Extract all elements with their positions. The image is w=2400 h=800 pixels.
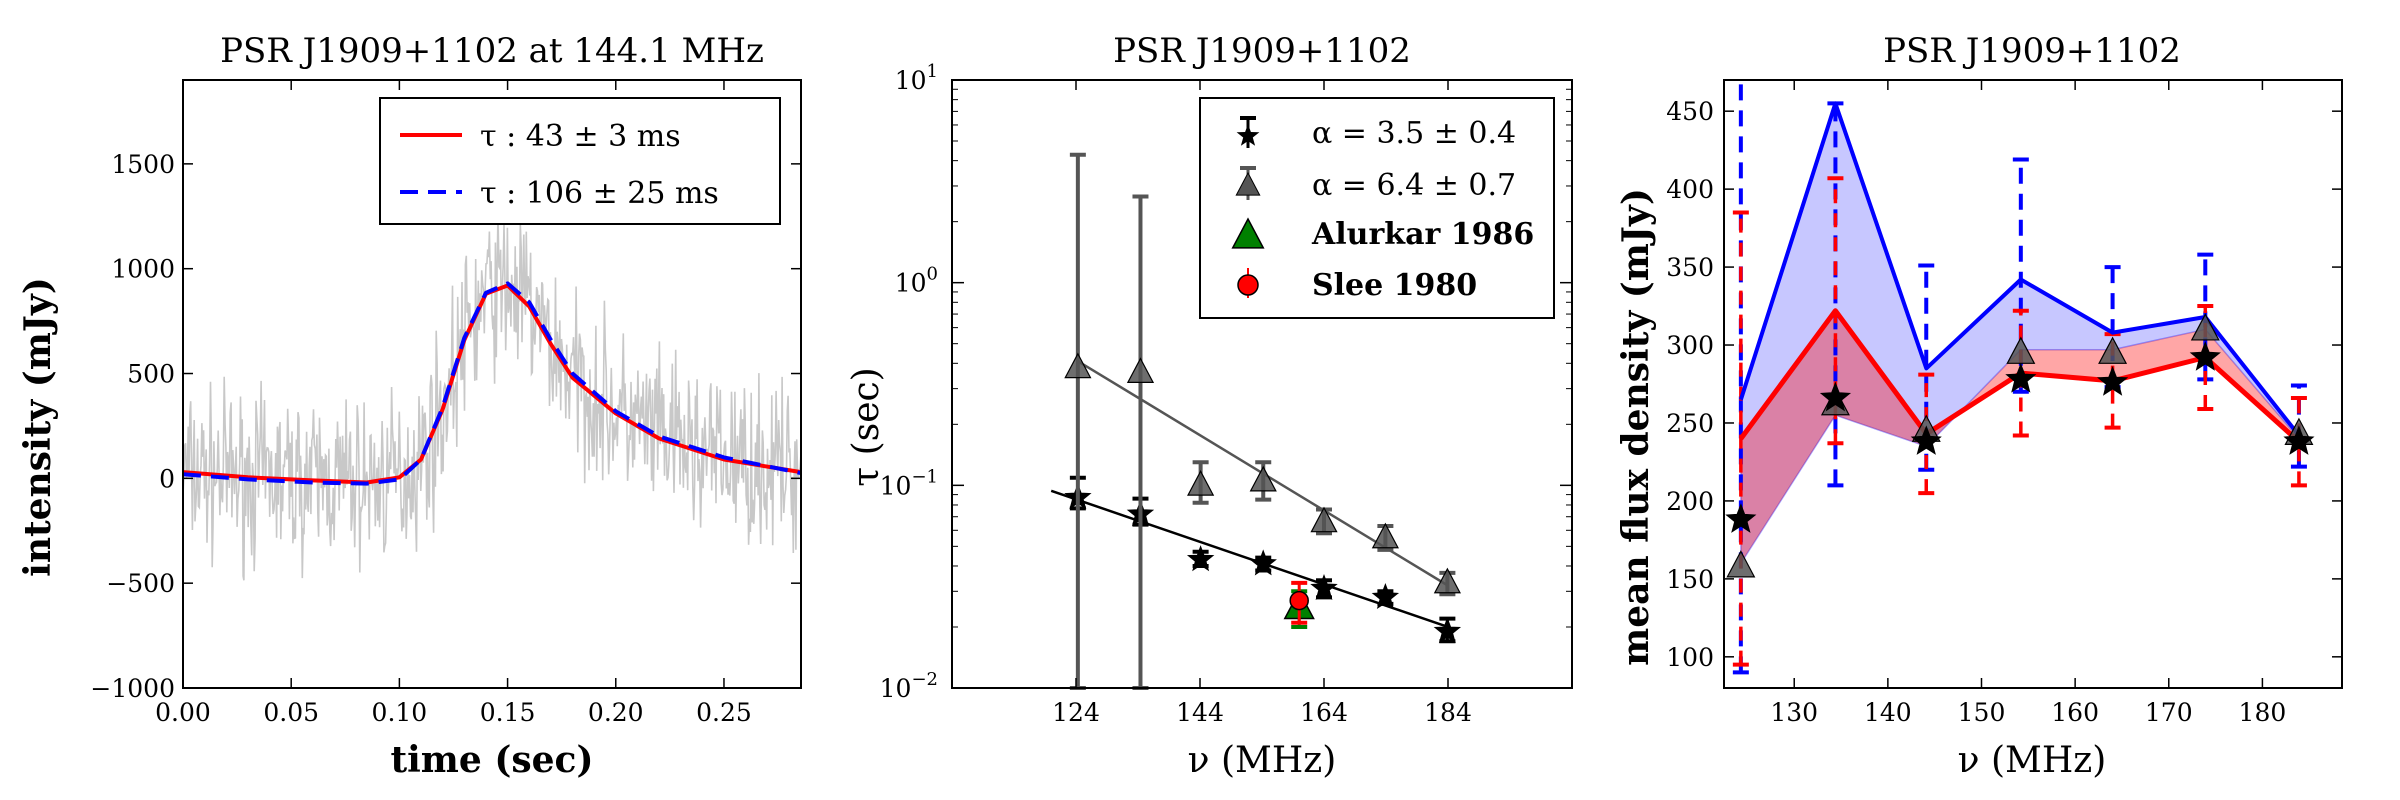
p3-point-star (2096, 366, 2129, 396)
p1-axes-frame (182, 79, 802, 689)
p2-fit-line-black (1050, 489, 1449, 629)
p1-ytick-label: 1000 (111, 255, 175, 284)
p1-title: PSR J1909+1102 at 144.1 MHz (220, 31, 764, 71)
p1-ytick-label: −1000 (90, 674, 175, 703)
p3-ytick-label: 350 (1666, 253, 1714, 282)
p2-xtick-label: 124 (1052, 698, 1100, 727)
panel-pulse-profile: PSR J1909+1102 at 144.1 MHz time (sec) i… (17, 31, 802, 781)
p2-legend-label-2: α = 6.4 ± 0.7 (1312, 168, 1516, 203)
p2-legend-swatch-star (1236, 124, 1260, 146)
p2-point-star (1310, 573, 1338, 601)
p2-point-triangle (1126, 357, 1155, 383)
p1-legend-box (379, 97, 781, 225)
p1-ytick-label: 500 (127, 360, 175, 389)
p2-point-triangle (1310, 506, 1338, 533)
p2-point-star (1249, 549, 1277, 576)
p1-ytick-label: 0 (159, 464, 175, 493)
p2-legend-box (1199, 97, 1555, 319)
p3-point-star (1819, 381, 1852, 412)
p1-xtick-label: 0.25 (696, 698, 752, 727)
p2-point-triangle (1187, 470, 1215, 496)
p2-ticks: 124 144 164 184 10−2 10−1 100 101 (880, 61, 1572, 727)
p3-xtick-label: 180 (2239, 698, 2287, 727)
panel-scattering-time: PSR J1909+1102 ν (MHz) τ (sec) 124 144 164… (846, 31, 1573, 781)
p2-point-slee (1289, 590, 1309, 611)
p3-point-triangle (2190, 313, 2220, 341)
p1-ticks: 0.00 0.05 0.10 0.15 0.20 0.25 −1000 −500 0 500 100… (90, 80, 801, 727)
p2-legend-swatch-triangle (1235, 171, 1261, 196)
p3-ytick-label: 400 (1666, 175, 1714, 204)
p1-data-line (182, 214, 802, 581)
p1-legend-label-2: τ : 106 ± 25 ms (480, 176, 719, 211)
p2-point-triangle (1064, 352, 1092, 379)
p1-ytick-label: 1500 (111, 150, 175, 179)
p2-legend-swatch-red (1237, 274, 1259, 296)
p1-xtick-label: 0.10 (372, 698, 428, 727)
p3-series-group (1725, 80, 2315, 675)
p3-xtick-label: 170 (2145, 698, 2193, 727)
p3-point-star (2005, 362, 2037, 393)
p3-point-star (1725, 503, 1757, 533)
p1-xtick-label: 0.05 (263, 698, 319, 727)
p3-ytick-label: 100 (1666, 643, 1714, 672)
p2-legend-label-3: Alurkar 1986 (1311, 217, 1534, 252)
p3-xtick-label: 160 (2051, 698, 2099, 727)
p1-xtick-label: 0.20 (588, 698, 644, 727)
p2-legend: α = 3.5 ± 0.4 α = 6.4 ± 0.7 Alurkar 1986… (1199, 97, 1555, 319)
p3-title: PSR J1909+1102 (1883, 31, 2181, 71)
p3-point-star (2283, 425, 2315, 455)
p2-ytick-label: 10−1 (880, 466, 938, 500)
p3-ytick-label: 250 (1666, 409, 1714, 438)
p3-ylabel: mean flux density (mJy) (1615, 188, 1657, 666)
p2-ylabel: τ (sec) (846, 367, 887, 486)
p2-title: PSR J1909+1102 (1113, 31, 1411, 71)
p3-point-star (2189, 341, 2221, 371)
p2-point-triangle (1249, 465, 1277, 492)
p3-point-triangle (1726, 550, 1756, 578)
p3-xlabel: ν (MHz) (1958, 740, 2107, 781)
p3-point-triangle (2098, 336, 2128, 364)
panel-flux-density: PSR J1909+1102 ν (MHz) mean flux density… (1615, 31, 2343, 781)
p2-xlabel: ν (MHz) (1188, 740, 1337, 781)
p2-ytick-label: 100 (895, 264, 938, 298)
p2-xtick-label: 184 (1424, 698, 1472, 727)
p3-axes-frame (1723, 79, 2343, 689)
p3-ytick-label: 450 (1666, 97, 1714, 126)
p1-legend: τ : 43 ± 3 ms τ : 106 ± 25 ms (379, 97, 781, 225)
p3-ytick-label: 300 (1666, 331, 1714, 360)
p2-point-star (1433, 617, 1462, 644)
p2-legend-label-1: α = 3.5 ± 0.4 (1312, 116, 1516, 151)
p2-xtick-label: 144 (1176, 698, 1224, 727)
p1-xtick-label: 0.15 (480, 698, 536, 727)
p1-ylabel: intensity (mJy) (17, 277, 59, 577)
p2-series-group (1050, 152, 1462, 690)
p2-point-triangle (1433, 567, 1461, 594)
p3-ticks: 130 140 150 160 170 180 100 150 200 250 300 350 400 4… (1666, 80, 2342, 727)
p3-point-star (1910, 425, 1942, 455)
p3-xtick-label: 150 (1958, 698, 2006, 727)
p1-data-trace (182, 214, 802, 581)
p3-ytick-label: 150 (1666, 565, 1714, 594)
p2-axes-frame (951, 79, 1573, 689)
p2-point-triangle (1371, 522, 1399, 549)
p1-xlabel: time (sec) (391, 739, 594, 781)
p3-ytick-label: 200 (1666, 487, 1714, 516)
p1-ytick-label: −500 (106, 569, 175, 598)
p2-legend-label-4: Slee 1980 (1312, 268, 1477, 303)
p1-xtick-label: 0.00 (155, 698, 211, 727)
p2-xtick-label: 164 (1300, 698, 1348, 727)
p2-ytick-label: 101 (895, 61, 938, 95)
p2-legend-swatch-green (1231, 217, 1265, 249)
p1-fit-blue-dashed-line (182, 281, 802, 486)
p3-xtick-label: 130 (1770, 698, 1818, 727)
p3-xtick-label: 140 (1864, 698, 1912, 727)
p1-series-group (182, 281, 802, 486)
p2-ytick-label: 10−2 (880, 669, 938, 703)
p2-point-star (1371, 582, 1400, 610)
p2-point-star (1186, 545, 1215, 572)
p1-legend-label-1: τ : 43 ± 3 ms (480, 119, 681, 154)
